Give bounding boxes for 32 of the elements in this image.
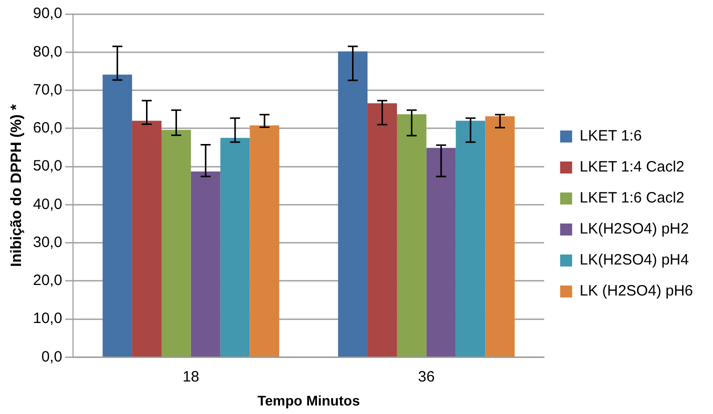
bar xyxy=(161,130,191,356)
y-tick-label: 70,0 xyxy=(32,81,62,98)
y-tick-label: 80,0 xyxy=(32,43,62,60)
bar xyxy=(485,116,515,356)
bar xyxy=(190,171,220,356)
x-tick-label: 36 xyxy=(418,368,435,386)
y-tick-label: 0,0 xyxy=(41,348,62,366)
y-tick-label: 10,0 xyxy=(32,310,62,328)
bar xyxy=(368,103,397,356)
legend-label: LKET 1:6 xyxy=(580,128,642,145)
y-tick-label: 40,0 xyxy=(32,196,62,213)
y-axis-title: Inibição do DPPH (%) * xyxy=(8,104,26,267)
legend-label: LK(H2SO4) pH4 xyxy=(580,252,689,269)
bar xyxy=(396,114,426,356)
legend-label: LK (H2SO4) pH6 xyxy=(580,282,694,300)
y-tick-label: 20,0 xyxy=(32,272,62,290)
bar xyxy=(102,74,132,356)
bar xyxy=(250,125,280,356)
bar xyxy=(132,120,162,356)
y-tick-label: 60,0 xyxy=(32,120,62,137)
legend-label: LK(H2SO4) pH2 xyxy=(580,220,689,238)
y-tick-label: 50,0 xyxy=(32,158,62,175)
y-tick-label: 30,0 xyxy=(32,234,62,251)
x-axis-title: Tempo Minutos xyxy=(257,392,360,408)
x-tick-label: 18 xyxy=(182,368,200,386)
bar xyxy=(456,120,486,356)
bar xyxy=(338,51,368,356)
bar xyxy=(220,138,250,356)
legend-label: LKET 1:4 Cacl2 xyxy=(580,158,684,176)
y-tick-label: 90,0 xyxy=(32,5,62,22)
bar xyxy=(426,148,456,356)
legend-label: LKET 1:6 Cacl2 xyxy=(580,190,684,207)
